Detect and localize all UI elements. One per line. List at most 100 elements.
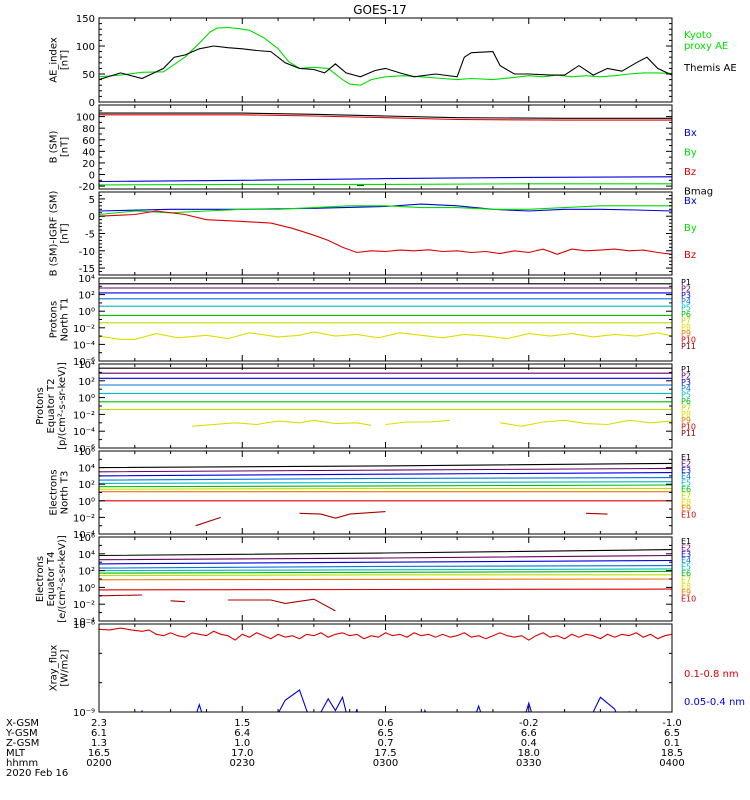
- ephemeris-value: 1.3: [91, 738, 107, 749]
- legend-label: P6: [681, 310, 691, 319]
- ephemeris-value: 18.0: [518, 748, 540, 759]
- panel-frame: [98, 191, 673, 276]
- y-tick-label: 10⁴: [78, 360, 95, 371]
- ephemeris-value: 16.5: [88, 748, 110, 759]
- legend-label: P10: [681, 423, 696, 432]
- ephemeris-value: 0400: [659, 758, 684, 769]
- series-line: [192, 419, 372, 427]
- series-line: [99, 549, 672, 557]
- y-tick-label: 10⁴: [78, 550, 95, 561]
- legend-label: E5: [681, 563, 691, 572]
- panel-p_equator: 10⁻⁶ 10⁻⁴ 10⁻² 10⁰ 10² 10⁴ Protons Equator T2 [p…: [35, 360, 696, 455]
- legend-label: Bz: [684, 250, 696, 261]
- y-axis-label: Equator T2: [46, 379, 57, 434]
- y-tick-label: 10⁰: [78, 583, 95, 594]
- legend-label: E8: [681, 582, 691, 591]
- ephemeris-value: 6.5: [664, 728, 680, 739]
- y-axis-label: B (SM): [49, 130, 60, 163]
- panel-b_sm-series: [99, 112, 672, 187]
- series-line: [99, 472, 672, 477]
- y-axis-label: [e/(cm²-s-sr-keV)]: [57, 535, 68, 623]
- ephemeris-row-label: Y-GSM: [5, 728, 38, 739]
- y-tick-label: 10⁻⁴: [73, 427, 95, 438]
- y-tick-label: 10²: [78, 567, 95, 578]
- ephemeris-value: 17.5: [374, 748, 396, 759]
- series-line: [170, 600, 185, 603]
- legend-label: proxy AE: [684, 41, 728, 52]
- ephemeris-value: 0330: [516, 758, 541, 769]
- legend-label: E1: [681, 453, 691, 462]
- ephemeris-value: 0230: [230, 758, 255, 769]
- y-axis-label: Equator T4: [46, 552, 57, 607]
- ephemeris-value: 17.0: [231, 748, 253, 759]
- panel-b_igrf: -15 -10 -5 0 5 B (SM)-IGRF (SM) [nT] Bx By Bz: [49, 191, 697, 277]
- ephemeris-value: 1.5: [234, 718, 250, 729]
- y-tick-label: 10⁻²: [73, 324, 95, 335]
- ephemeris-value: 0200: [86, 758, 111, 769]
- legend-label: E4: [681, 472, 691, 481]
- legend-label: Bx: [684, 128, 697, 139]
- legend-label: P2: [681, 371, 691, 380]
- series-line: [227, 598, 336, 612]
- legend-label: Themis AE: [683, 63, 737, 74]
- legend-label: P1: [681, 365, 691, 374]
- y-tick-label: 10⁰: [78, 307, 95, 318]
- y-tick-label: 40: [82, 147, 95, 158]
- y-axis-label: Protons: [35, 387, 46, 424]
- panel-frame: [98, 17, 673, 103]
- y-tick-label: 10⁻⁴: [73, 340, 95, 351]
- y-tick-label: 60: [82, 136, 95, 147]
- series-line: [99, 45, 672, 81]
- series-line: [99, 594, 143, 597]
- y-tick-label: 5: [89, 195, 95, 206]
- y-tick-label: 10⁻⁶: [73, 357, 95, 368]
- ephemeris-value: 1.0: [234, 738, 250, 749]
- series-line: [195, 516, 221, 527]
- y-axis-label: AE_index: [49, 37, 60, 83]
- y-tick-label: 50: [82, 70, 95, 81]
- y-tick-label: 100: [76, 42, 95, 53]
- ephemeris-row-label: hhmm: [6, 758, 38, 769]
- legend-label: P11: [681, 342, 696, 351]
- y-tick-label: 0: [89, 212, 95, 223]
- y-tick-label: 10⁻⁶: [73, 444, 95, 455]
- y-tick-label: 10⁴: [78, 274, 95, 285]
- legend-label: By: [684, 223, 697, 234]
- y-axis-label: Electrons: [35, 556, 46, 602]
- y-tick-label: 150: [76, 14, 95, 25]
- legend-label: E9: [681, 588, 691, 597]
- legend-label: E1: [681, 537, 691, 546]
- panel-p_equator-series: [99, 367, 672, 427]
- legend-label: P11: [681, 429, 696, 438]
- y-tick-label: 80: [82, 124, 95, 135]
- panel-p_north: 10⁻⁶ 10⁻⁴ 10⁻² 10⁰ 10² 10⁴ Protons North T1 P1P2…: [49, 274, 697, 368]
- legend-label: E10: [681, 511, 696, 520]
- y-axis-label: B (SM)-IGRF (SM): [49, 191, 60, 277]
- y-tick-label: 10⁶: [78, 533, 95, 544]
- y-axis-label: [nT]: [60, 223, 71, 243]
- series-line: [99, 467, 672, 473]
- series-line: [99, 588, 672, 591]
- series-line: [99, 26, 672, 86]
- legend-label: 0.05-0.4 nm: [684, 697, 745, 708]
- series-line: [500, 419, 672, 427]
- panel-e_equator-series: [99, 549, 672, 612]
- legend-label: E5: [681, 479, 691, 488]
- y-tick-label: 10⁻²: [73, 410, 95, 421]
- legend-label: P6: [681, 397, 691, 406]
- ephemeris-value: 0.4: [521, 738, 537, 749]
- legend-label: Kyoto: [684, 30, 712, 41]
- y-tick-label: 10⁶: [78, 447, 95, 458]
- series-line: [99, 554, 672, 561]
- legend-label: 0.1-0.8 nm: [684, 669, 739, 680]
- legend-label: E3: [681, 466, 691, 475]
- legend-label: P3: [681, 291, 691, 300]
- panel-frame: [98, 450, 673, 535]
- legend-label: By: [684, 148, 697, 159]
- series-line: [99, 462, 672, 469]
- series-line: [99, 568, 672, 572]
- legend-label: P8: [681, 410, 691, 419]
- series-line: [99, 112, 672, 119]
